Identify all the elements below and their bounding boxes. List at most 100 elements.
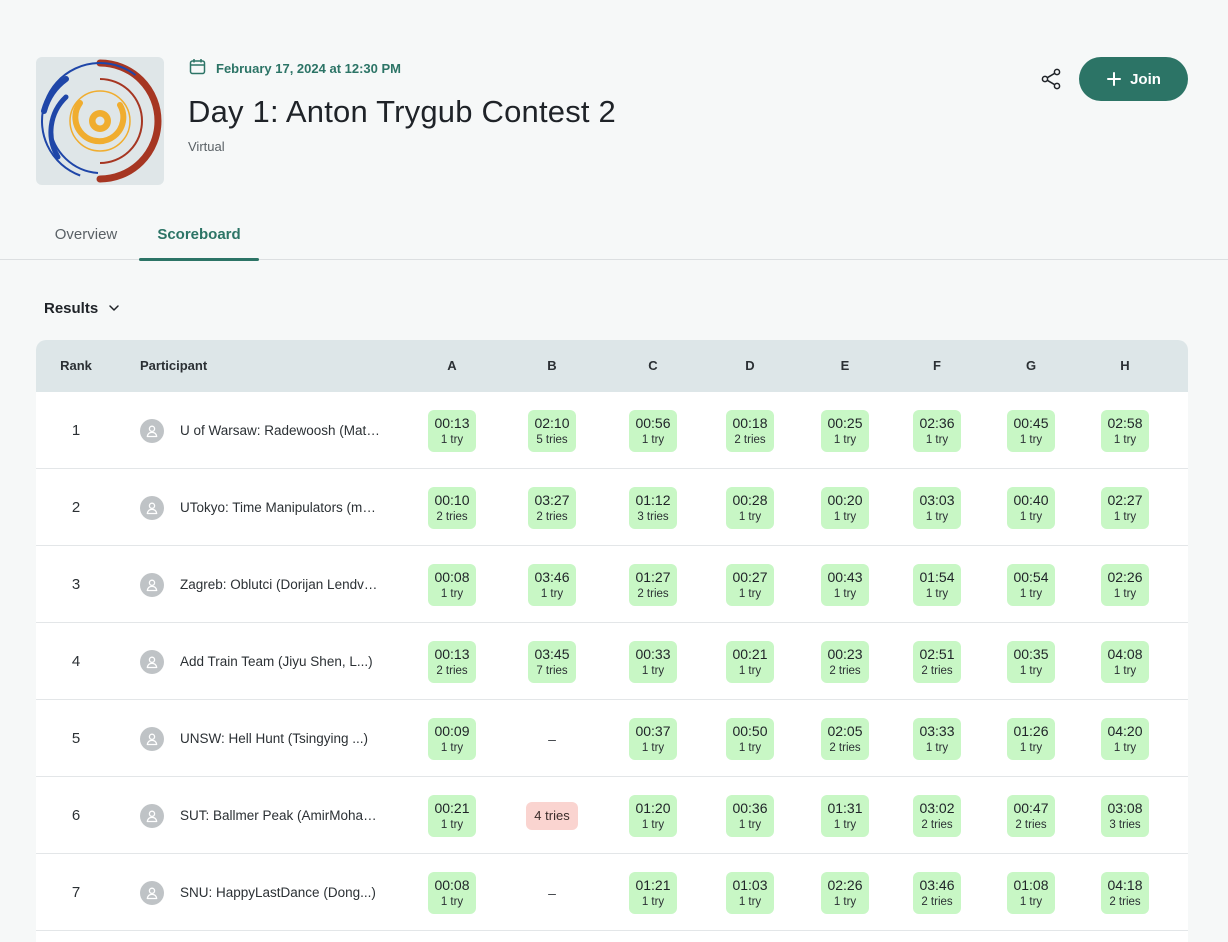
scoreboard-table: Rank Participant A B C D E F G H 1 U of Warsaw: … xyxy=(36,340,1188,942)
problem-cell-f: 03:33 1 try xyxy=(897,700,977,777)
problem-cell-c: 00:37 1 try xyxy=(613,700,693,777)
solve-time: 03:33 xyxy=(919,722,955,739)
attempt-count: 1 try xyxy=(833,433,857,446)
tab-overview[interactable]: Overview xyxy=(54,226,118,243)
solved-badge: 03:46 1 try xyxy=(528,563,576,606)
rank-cell: 2 xyxy=(71,499,81,516)
attempt-count: 1 try xyxy=(1113,433,1137,446)
solve-time: 00:47 xyxy=(1013,799,1049,816)
table-row[interactable]: 3 Zagreb: Oblutci (Dorijan Lendvaj, membe… xyxy=(36,546,1188,623)
header-problem-d: D xyxy=(745,358,755,373)
problem-cell-b: 03:46 1 try xyxy=(512,546,592,623)
attempt-count: 1 try xyxy=(641,664,665,677)
problem-cell-c: 00:33 1 try xyxy=(613,623,693,700)
attempt-count: 1 try xyxy=(1113,664,1137,677)
solve-time: 03:46 xyxy=(534,568,570,585)
header-problem-b: B xyxy=(547,358,557,373)
participant-name[interactable]: SUT: Ballmer Peak (AmirMohammad ...) xyxy=(180,808,380,823)
join-button[interactable]: Join xyxy=(1079,57,1188,101)
problem-cell-e: 01:31 1 try xyxy=(805,777,885,854)
problem-cell-c: 01:27 2 tries xyxy=(613,546,693,623)
solved-badge: 03:46 2 tries xyxy=(913,871,961,914)
attempt-count: 1 try xyxy=(738,510,762,523)
solved-badge: 01:26 1 try xyxy=(1007,717,1055,760)
solve-time: 03:46 xyxy=(919,876,955,893)
solve-time: 03:27 xyxy=(534,491,570,508)
problem-cell-e: 00:23 2 tries xyxy=(805,623,885,700)
participant-name[interactable]: SNU: HappyLastDance (Dong...) xyxy=(180,885,376,900)
problem-cell-g: 00:45 1 try xyxy=(991,392,1071,469)
problem-cell-c: 01:21 1 try xyxy=(613,854,693,931)
solve-time: 00:25 xyxy=(827,414,863,431)
participant-name[interactable]: Zagreb: Oblutci (Dorijan Lendvaj, member… xyxy=(180,577,380,592)
participant-name[interactable]: UNSW: Hell Hunt (Tsingying ...) xyxy=(180,731,369,746)
problem-cell-e: 02:05 2 tries xyxy=(805,700,885,777)
solve-time: 00:35 xyxy=(1013,645,1049,662)
problem-cell-a: 00:09 1 try xyxy=(412,700,492,777)
attempt-count: 1 try xyxy=(1019,664,1043,677)
attempt-count: 1 try xyxy=(1019,741,1043,754)
problem-cell-f: 03:03 1 try xyxy=(897,469,977,546)
problem-cell-h: 02:26 1 try xyxy=(1085,546,1165,623)
problem-cell-h: 02:58 1 try xyxy=(1085,392,1165,469)
problem-cell-e: 02:26 1 try xyxy=(805,854,885,931)
solve-time: 00:21 xyxy=(732,645,768,662)
solved-badge: 00:18 2 tries xyxy=(726,409,774,452)
solved-badge: 02:27 1 try xyxy=(1101,486,1149,529)
attempt-count: 1 try xyxy=(440,895,464,908)
problem-cell-f: 01:54 1 try xyxy=(897,546,977,623)
page-title: Day 1: Anton Trygub Contest 2 xyxy=(188,94,616,129)
solved-badge: 00:13 1 try xyxy=(428,409,476,452)
solve-time: 00:33 xyxy=(635,645,671,662)
results-dropdown[interactable]: Results xyxy=(44,296,120,320)
problem-cell-d: 00:21 1 try xyxy=(710,623,790,700)
solved-badge: 01:20 1 try xyxy=(629,794,677,837)
solve-time: 01:54 xyxy=(919,568,955,585)
share-button[interactable] xyxy=(1038,66,1064,92)
problem-cell-b: – xyxy=(512,700,592,777)
contest-logo-image xyxy=(41,59,162,183)
attempt-count: 1 try xyxy=(1113,587,1137,600)
problem-cell-a: 00:13 1 try xyxy=(412,392,492,469)
table-row[interactable]: 6 SUT: Ballmer Peak (AmirMohammad ...) 00:… xyxy=(36,777,1188,854)
participant-name[interactable]: UTokyo: Time Manipulators (members) xyxy=(180,500,380,515)
problem-cell-h: 02:27 1 try xyxy=(1085,469,1165,546)
tab-scoreboard[interactable]: Scoreboard xyxy=(139,213,259,261)
solve-time: 04:20 xyxy=(1107,722,1143,739)
attempt-count: 1 try xyxy=(641,818,665,831)
table-row[interactable]: 7 SNU: HappyLastDance (Dong...) 00:08 1 try… xyxy=(36,854,1188,931)
solved-badge: 02:05 2 tries xyxy=(821,717,869,760)
solved-badge: 00:37 1 try xyxy=(629,717,677,760)
solve-time: 02:36 xyxy=(919,414,955,431)
attempt-count: 1 try xyxy=(925,587,949,600)
contest-tabs: Overview Scoreboard xyxy=(0,213,1228,261)
table-row[interactable]: 1 U of Warsaw: Radewoosh (Mateusz Radecki… xyxy=(36,392,1188,469)
attempt-count: 2 tries xyxy=(637,587,669,600)
participant-name[interactable]: U of Warsaw: Radewoosh (Mateusz Radecki,… xyxy=(180,423,380,438)
attempt-count: 2 tries xyxy=(921,818,953,831)
solved-badge: 01:03 1 try xyxy=(726,871,774,914)
attempt-count: 1 try xyxy=(1019,587,1043,600)
participant-name[interactable]: Add Train Team (Jiyu Shen, L...) xyxy=(180,654,373,669)
user-icon xyxy=(140,881,164,905)
solve-time: 02:26 xyxy=(827,876,863,893)
attempt-count: 1 try xyxy=(1019,510,1043,523)
solved-badge: 03:33 1 try xyxy=(913,717,961,760)
attempt-count: 2 tries xyxy=(536,510,568,523)
solved-badge: 01:27 2 tries xyxy=(629,563,677,606)
problem-cell-c: 01:12 3 tries xyxy=(613,469,693,546)
solve-time: 00:43 xyxy=(827,568,863,585)
solve-time: 00:10 xyxy=(434,491,470,508)
solved-badge: 02:10 5 tries xyxy=(528,409,576,452)
table-row[interactable]: 2 UTokyo: Time Manipulators (members) 00:1… xyxy=(36,469,1188,546)
solve-time: 00:13 xyxy=(434,645,470,662)
header-problem-g: G xyxy=(1025,358,1037,373)
table-row[interactable]: 5 UNSW: Hell Hunt (Tsingying ...) 00:09 1 t… xyxy=(36,700,1188,777)
solved-badge: 04:08 1 try xyxy=(1101,640,1149,683)
solved-badge: 04:18 2 tries xyxy=(1101,871,1149,914)
solved-badge: 03:27 2 tries xyxy=(528,486,576,529)
table-row[interactable]: 4 Add Train Team (Jiyu Shen, L...) 00:13 2 … xyxy=(36,623,1188,700)
user-icon xyxy=(140,496,164,520)
solve-time: 00:09 xyxy=(434,722,470,739)
solved-badge: 00:54 1 try xyxy=(1007,563,1055,606)
